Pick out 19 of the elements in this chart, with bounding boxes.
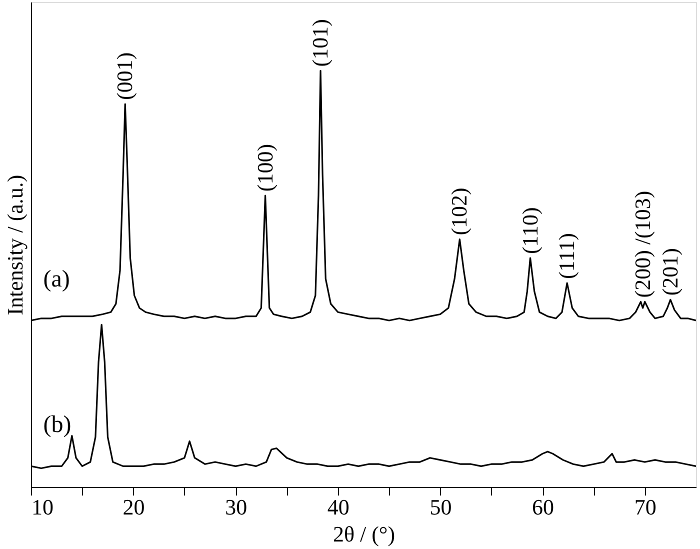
annotation: (111) — [554, 232, 580, 280]
annotation: (200) /(103) — [630, 190, 655, 298]
x-tick-label: 60 — [532, 494, 554, 520]
x-tick-label: 40 — [327, 494, 350, 520]
annotation: (101) — [308, 19, 333, 67]
y-axis-title: Intensity / (a.u.) — [2, 174, 28, 316]
annotation: (100) — [252, 144, 278, 192]
series-label: (a) — [43, 266, 70, 292]
annotation: (110) — [517, 207, 542, 254]
x-tick-label: 70 — [634, 494, 656, 520]
annotation: (102) — [446, 188, 472, 236]
x-tick-label: 50 — [430, 494, 452, 520]
x-tick-label: 20 — [122, 494, 145, 520]
x-tick-label: 30 — [225, 494, 248, 520]
annotation: (001) — [112, 52, 138, 100]
x-axis-title: 2θ / (°) — [332, 522, 396, 546]
annotation: (201) — [657, 248, 682, 296]
x-tick-label: 10 — [32, 494, 54, 520]
series-label: (b) — [43, 412, 72, 438]
